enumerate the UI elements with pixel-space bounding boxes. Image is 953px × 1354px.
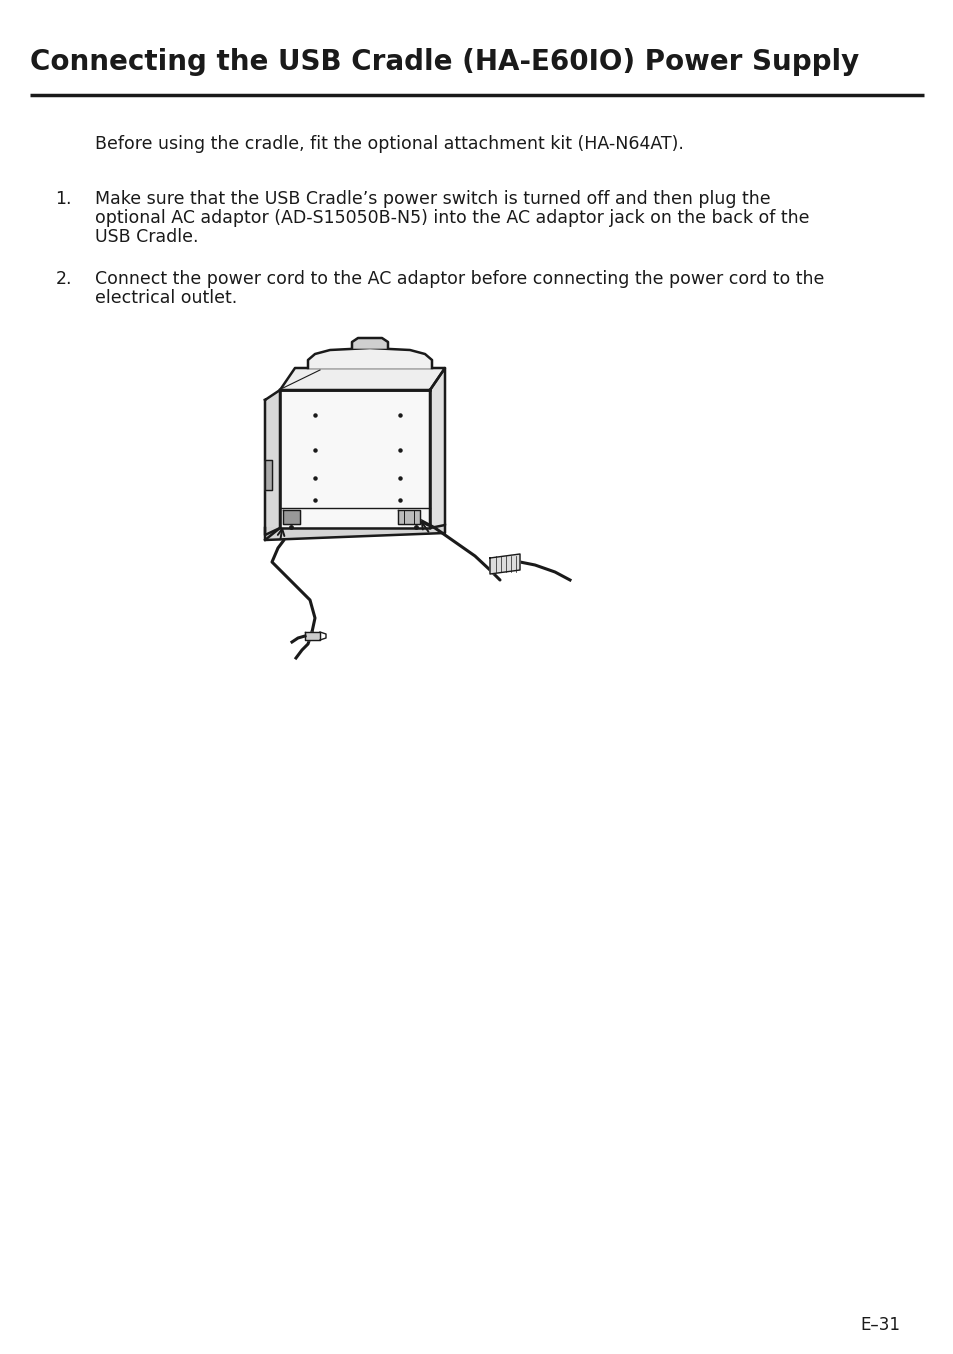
Text: Make sure that the USB Cradle’s power switch is turned off and then plug the: Make sure that the USB Cradle’s power sw…: [95, 190, 770, 209]
Polygon shape: [265, 390, 280, 535]
Polygon shape: [280, 390, 430, 528]
Polygon shape: [308, 348, 432, 368]
Text: 2.: 2.: [55, 269, 71, 288]
Polygon shape: [352, 338, 388, 348]
Text: E–31: E–31: [859, 1316, 899, 1334]
Polygon shape: [265, 460, 272, 490]
Polygon shape: [280, 368, 444, 390]
Polygon shape: [397, 510, 419, 524]
Polygon shape: [490, 554, 519, 574]
Text: USB Cradle.: USB Cradle.: [95, 227, 198, 246]
Text: Before using the cradle, fit the optional attachment kit (HA-N64AT).: Before using the cradle, fit the optiona…: [95, 135, 683, 153]
Polygon shape: [305, 632, 319, 640]
Text: 1.: 1.: [55, 190, 71, 209]
Polygon shape: [283, 510, 299, 524]
Polygon shape: [265, 525, 444, 540]
Text: Connecting the USB Cradle (HA-E60IO) Power Supply: Connecting the USB Cradle (HA-E60IO) Pow…: [30, 47, 859, 76]
Text: optional AC adaptor (AD-S15050B-N5) into the AC adaptor jack on the back of the: optional AC adaptor (AD-S15050B-N5) into…: [95, 209, 809, 227]
Text: Connect the power cord to the AC adaptor before connecting the power cord to the: Connect the power cord to the AC adaptor…: [95, 269, 823, 288]
Polygon shape: [430, 368, 444, 528]
Text: electrical outlet.: electrical outlet.: [95, 288, 237, 307]
